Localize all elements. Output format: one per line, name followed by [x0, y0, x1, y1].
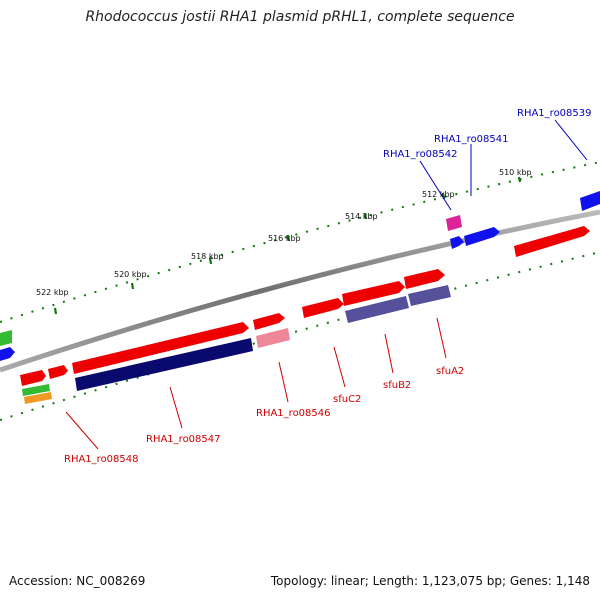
- gene-ro08548-top[interactable]: [20, 370, 46, 386]
- tick-label-516: 516 kbp: [268, 234, 301, 243]
- gene-green-left[interactable]: [0, 330, 12, 346]
- gene-ro08547-top[interactable]: [72, 322, 249, 374]
- gene-sfuC2[interactable]: [302, 298, 344, 318]
- tick-label-512: 512 kbp: [422, 190, 455, 199]
- tick-label-522: 522 kbp: [36, 288, 69, 297]
- label-ro08541: RHA1_ro08541: [434, 134, 509, 145]
- label-ro08547: RHA1_ro08547: [146, 434, 221, 445]
- gene-ro08539[interactable]: [580, 191, 600, 211]
- label-ro08548: RHA1_ro08548: [64, 454, 139, 465]
- gene-magenta[interactable]: [446, 215, 462, 231]
- label-ro08542: RHA1_ro08542: [383, 149, 458, 160]
- gene-sfuA2[interactable]: [408, 285, 451, 306]
- gene-sfuA2-top[interactable]: [404, 269, 445, 289]
- tick-label-510: 510 kbp: [499, 168, 532, 177]
- inner-tick-ring: [0, 251, 600, 421]
- forward-genes[interactable]: [0, 191, 600, 386]
- label-ro08539: RHA1_ro08539: [517, 108, 592, 119]
- tick-label-520: 520 kbp: [114, 270, 147, 279]
- map-title: Rhodococcus jostii RHA1 plasmid pRHL1, c…: [85, 9, 515, 25]
- label-sfuC2: sfuC2: [333, 394, 361, 405]
- gene-small-red-1[interactable]: [48, 365, 68, 379]
- leader-lines: [65, 119, 588, 450]
- label-ro08546: RHA1_ro08546: [256, 408, 331, 419]
- gene-blue-left[interactable]: [0, 347, 15, 361]
- gene-ro08548-orange[interactable]: [24, 392, 52, 404]
- accession-text: Accession: NC_008269: [9, 574, 146, 588]
- gene-sfuB2[interactable]: [345, 296, 409, 323]
- genome-backbone: [0, 209, 600, 373]
- gene-ro08548-green[interactable]: [22, 384, 50, 396]
- gene-ro08546-top[interactable]: [253, 313, 285, 330]
- topology-text: Topology: linear; Length: 1,123,075 bp; …: [270, 574, 590, 588]
- gene-ro08542[interactable]: [450, 236, 464, 249]
- gene-upper-right[interactable]: [514, 226, 590, 257]
- gene-ro08541[interactable]: [464, 227, 500, 246]
- gene-ro08546[interactable]: [256, 328, 290, 348]
- tick-label-518: 518 kbp: [191, 252, 224, 261]
- reverse-genes[interactable]: [22, 285, 451, 404]
- label-sfuA2: sfuA2: [436, 366, 464, 377]
- gene-ro08547[interactable]: [75, 338, 253, 391]
- gene-sfuB2-top[interactable]: [342, 281, 405, 306]
- tick-label-514: 514 kbp: [345, 212, 378, 221]
- outer-tick-ring: [0, 161, 600, 323]
- label-sfuB2: sfuB2: [383, 380, 411, 391]
